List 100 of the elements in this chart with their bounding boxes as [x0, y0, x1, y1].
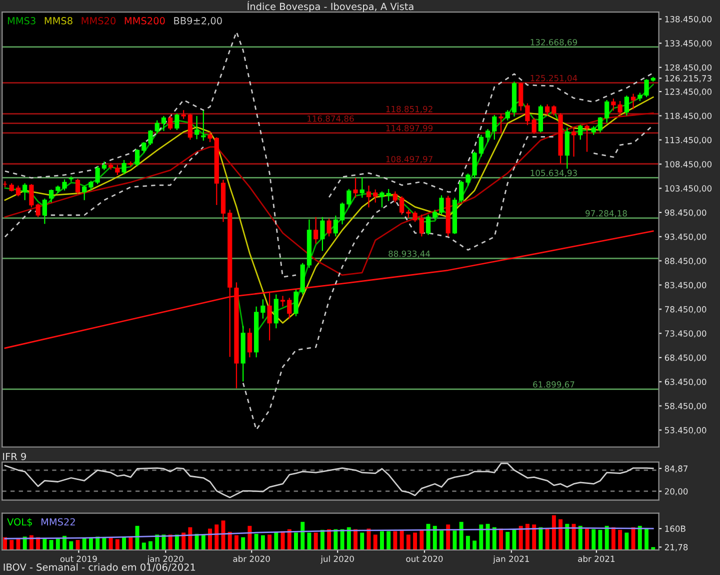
- candlestick: [62, 178, 67, 192]
- bar: [592, 529, 596, 550]
- candlestick: [644, 78, 649, 98]
- bar: [452, 530, 457, 550]
- bar: [10, 540, 14, 550]
- candlestick: [188, 113, 192, 140]
- bar: [440, 530, 444, 550]
- ref-line-label: 118.851,92: [386, 106, 432, 114]
- bar: [380, 531, 384, 550]
- y-tick-label: 98.450,00: [664, 209, 706, 217]
- candlestick: [432, 209, 438, 220]
- x-tick-label: abr 2020: [233, 556, 270, 562]
- y-tick-label: 21,78: [664, 544, 688, 552]
- y-tick-label: 126.215,73: [665, 75, 712, 82]
- candlestick: [314, 216, 318, 244]
- candlestick: [88, 180, 94, 192]
- candlestick: [439, 194, 444, 216]
- y-tick-label: 118.450,00: [665, 112, 712, 120]
- candlestick: [392, 190, 398, 204]
- y-tick-label: 123.450,00: [665, 88, 712, 96]
- x-tick-label: jan 2020: [147, 556, 184, 564]
- candlestick: [472, 151, 477, 179]
- text: IBOV - Semanal - criado em 01/06/2021: [4, 563, 196, 572]
- bar: [115, 539, 120, 550]
- bar: [122, 537, 126, 550]
- bar: [598, 530, 602, 550]
- bar: [346, 527, 351, 550]
- candlestick: [426, 214, 431, 236]
- candlestick: [142, 142, 146, 154]
- candlestick: [373, 188, 378, 204]
- bar: [499, 528, 503, 550]
- text: MMS20: [82, 17, 116, 24]
- bar: [241, 537, 246, 550]
- bar: [638, 526, 642, 550]
- y-tick-label: 88.450,00: [664, 258, 706, 265]
- bar: [300, 522, 305, 550]
- candlestick: [320, 216, 325, 252]
- bar: [201, 534, 206, 550]
- bar: [128, 536, 133, 550]
- candlestick: [134, 148, 140, 167]
- x-tick-label: out 2019: [60, 556, 97, 562]
- y-tick-label: 68.450,00: [664, 354, 706, 362]
- bar: [88, 538, 93, 550]
- bar: [426, 524, 430, 550]
- bar: [373, 534, 378, 550]
- candlestick: [287, 297, 292, 320]
- y-tick-label: 108.450,00: [665, 161, 712, 168]
- y-tick-label: 78.450,00: [665, 306, 706, 314]
- candlestick: [48, 188, 54, 204]
- candlestick: [353, 177, 358, 198]
- candlestick: [604, 99, 610, 124]
- bar: [532, 524, 536, 550]
- candlestick: [552, 104, 556, 116]
- ref-line-label: 61.899,67: [533, 381, 574, 388]
- bar: [479, 524, 484, 550]
- bar: [631, 527, 636, 550]
- candlestick: [459, 180, 464, 204]
- candlestick: [498, 114, 504, 133]
- bar: [108, 538, 113, 550]
- candlestick: [75, 178, 80, 194]
- bar: [525, 524, 530, 550]
- y-tick-label: 83.450,00: [664, 282, 706, 290]
- x-tick-label: jan 2021: [492, 556, 529, 564]
- candlestick: [122, 159, 126, 176]
- candlestick: [294, 289, 298, 317]
- bar: [188, 527, 192, 550]
- bar: [585, 528, 589, 550]
- bar: [354, 529, 358, 550]
- bar: [486, 524, 490, 550]
- candlestick: [115, 164, 120, 176]
- bar: [248, 526, 252, 550]
- bar: [624, 532, 629, 550]
- ref-line-label: 105.634,93: [530, 170, 577, 177]
- bar: [518, 526, 523, 550]
- candlestick: [333, 215, 338, 237]
- candlestick: [154, 120, 160, 134]
- bar: [413, 532, 418, 550]
- bar: [644, 528, 648, 550]
- candlestick: [478, 134, 484, 158]
- y-tick-label: 138.450,00: [665, 16, 712, 24]
- y-tick-label: 84,87: [664, 465, 688, 473]
- bar: [446, 524, 450, 550]
- bar: [492, 527, 496, 550]
- bar: [472, 540, 477, 550]
- bar: [228, 532, 232, 550]
- bar: [340, 529, 344, 550]
- bar: [42, 538, 47, 550]
- bar: [538, 527, 543, 550]
- candlestick: [201, 110, 206, 142]
- bar: [254, 534, 258, 550]
- candlestick: [564, 127, 570, 170]
- candlestick: [598, 116, 603, 133]
- bar: [552, 515, 556, 550]
- bar: [386, 531, 391, 550]
- candlestick: [525, 102, 530, 126]
- candlestick: [386, 188, 391, 202]
- bar: [327, 529, 332, 550]
- bar: [565, 524, 570, 550]
- bar: [102, 537, 106, 550]
- bar: [314, 532, 318, 550]
